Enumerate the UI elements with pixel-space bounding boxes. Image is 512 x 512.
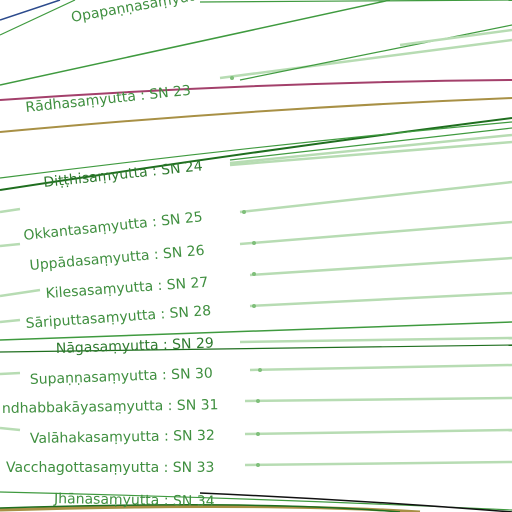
- label-sn27: Kilesasaṃyutta : SN 27: [45, 275, 209, 302]
- node-sn28: [252, 304, 256, 308]
- edge-sn24-4: [229, 140, 512, 167]
- label-sn28: Sāriputtasaṃyutta : SN 28: [25, 303, 212, 332]
- edge-bottom-black: [199, 492, 512, 512]
- label-sn23: Rādhasaṃyutta : SN 23: [25, 83, 192, 116]
- edge-bottom-dark: [0, 504, 401, 512]
- label-sn31: ndhabbakāyasaṃyutta : SN 31: [2, 397, 219, 417]
- edge-sn30: [249, 363, 512, 372]
- edge-sn29-b: [0, 344, 512, 353]
- edge-sn27: [249, 256, 512, 277]
- edge-top-5: [219, 38, 512, 80]
- edge-sn23-olive: [0, 97, 512, 133]
- edge-top-7: [399, 28, 512, 47]
- edge-sn24-dark: [0, 117, 512, 191]
- node-sn27: [252, 272, 256, 276]
- edge-top-1: [0, 0, 61, 21]
- edge-sn25-left: [0, 207, 21, 214]
- label-sn26: Uppādasaṃyutta : SN 26: [29, 243, 205, 274]
- edge-sn27-left: [0, 288, 41, 298]
- label-sn22: Opapaṇṇasaṃyutta: [70, 0, 209, 26]
- edge-sn26-left: [0, 242, 21, 248]
- edge-top-6: [239, 24, 512, 81]
- label-sn34: Jhānasaṃyutta : SN 34: [53, 491, 215, 510]
- edge-top-3: [199, 0, 512, 3]
- label-sn30: Supaṇṇasaṃyutta : SN 30: [30, 366, 213, 388]
- edge-sn33: [244, 460, 512, 467]
- label-sn32: Valāhakasaṃyutta : SN 32: [30, 428, 215, 447]
- label-sn25: Okkantasaṃyutta : SN 25: [23, 209, 204, 244]
- node-sn33: [256, 463, 260, 467]
- edge-sn32: [244, 428, 512, 436]
- nodes: [230, 76, 262, 467]
- edge-sn30-left: [0, 371, 21, 376]
- label-sn33: Vacchagottasaṃyutta : SN 33: [6, 460, 214, 476]
- edge-sn23-magenta: [0, 79, 512, 101]
- node-sn25: [242, 210, 246, 214]
- edge-sn32-left: [0, 426, 21, 432]
- labels: Opapaṇṇasaṃyutta Rādhasaṃyutta : SN 23 D…: [2, 0, 219, 510]
- node-sn26: [252, 241, 256, 245]
- edge-sn28: [249, 291, 512, 308]
- edge-sn29-dark: [0, 321, 512, 341]
- edge-sn24-2: [229, 127, 512, 161]
- edge-sn24-1: [0, 121, 512, 179]
- node-sn32: [256, 432, 260, 436]
- node-sn31: [256, 399, 260, 403]
- edge-sn26: [239, 220, 512, 246]
- edge-sn29-c: [239, 336, 512, 344]
- edge-top-4: [0, 0, 391, 86]
- edge-sn25: [239, 180, 512, 214]
- label-sn29: Nāgasaṃyutta : SN 29: [56, 335, 214, 357]
- node-sn23: [230, 76, 234, 80]
- edge-sn31: [244, 396, 512, 403]
- edge-sn24-3: [229, 133, 512, 165]
- node-sn30: [258, 368, 262, 372]
- edge-top-2: [0, 0, 76, 36]
- edge-sn28-left: [0, 318, 21, 324]
